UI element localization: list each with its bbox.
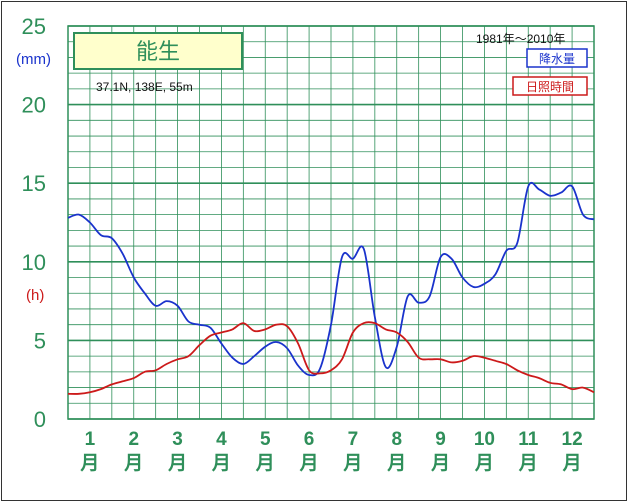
x-tick-suffix: 月 xyxy=(123,453,143,474)
y-tick-label: 15 xyxy=(22,171,46,196)
y-unit-left: (mm) xyxy=(16,51,51,68)
legend-sun-box xyxy=(512,76,588,96)
x-tick-suffix: 月 xyxy=(518,453,538,474)
precipitation-line xyxy=(67,181,595,377)
grid xyxy=(68,25,594,420)
y-tick-label: 0 xyxy=(34,407,46,432)
y-tick-label: 25 xyxy=(22,14,46,39)
x-tick-suffix: 月 xyxy=(430,453,450,474)
x-tick-label: 1 xyxy=(85,429,96,450)
y-tick-labels: 0 5 10 15 20 25 xyxy=(22,14,46,432)
x-tick-suffix: 月 xyxy=(342,453,362,474)
x-tick-label: 2 xyxy=(128,429,139,450)
sunshine-line xyxy=(67,321,595,395)
y-tick-label: 20 xyxy=(22,93,46,118)
x-tick-suffix: 月 xyxy=(255,453,275,474)
title-box xyxy=(73,32,243,70)
x-tick-label: 11 xyxy=(518,429,539,450)
y-unit-right: (h) xyxy=(26,287,44,304)
x-tick-label: 7 xyxy=(348,429,359,450)
x-tick-labels: 1 月 2 月 3 月 4 月 5 月 6 月 7 月 8 月 9 月 10 月 11 月 12 月 xyxy=(79,429,582,474)
period-label: 1981年～2010年 xyxy=(476,32,565,46)
y-tick-label: 10 xyxy=(22,250,46,275)
x-tick-suffix: 月 xyxy=(386,453,406,474)
x-tick-suffix: 月 xyxy=(211,453,231,474)
x-tick-suffix: 月 xyxy=(79,453,99,474)
x-tick-label: 6 xyxy=(304,429,315,450)
x-tick-label: 3 xyxy=(172,429,183,450)
location-label: 37.1N, 138E, 55m xyxy=(96,80,193,94)
legend-precip-box xyxy=(526,48,588,68)
x-tick-suffix: 月 xyxy=(299,453,319,474)
y-tick-label: 5 xyxy=(34,328,46,353)
x-tick-label: 10 xyxy=(474,429,495,450)
legend-sun-label: 日照時間 xyxy=(526,80,574,94)
x-tick-label: 5 xyxy=(260,429,271,450)
x-tick-label: 9 xyxy=(435,429,446,450)
x-tick-label: 4 xyxy=(216,429,227,450)
series-lines xyxy=(67,181,595,395)
x-tick-label: 12 xyxy=(562,429,583,450)
x-tick-suffix: 月 xyxy=(474,453,494,474)
x-tick-suffix: 月 xyxy=(562,453,582,474)
legend-precip-label: 降水量 xyxy=(539,52,575,66)
x-tick-label: 8 xyxy=(391,429,402,450)
x-tick-suffix: 月 xyxy=(167,453,187,474)
chart-title: 能生 xyxy=(136,40,180,65)
